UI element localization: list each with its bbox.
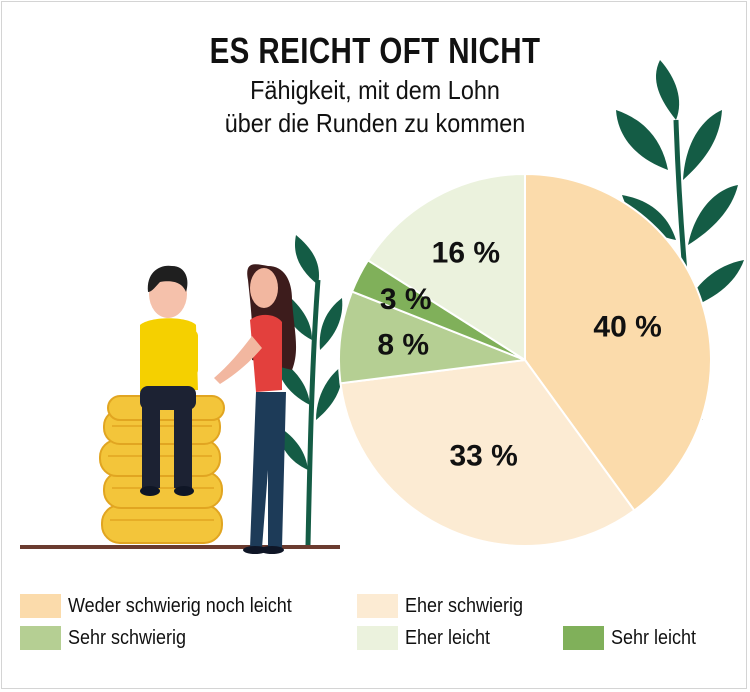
pie-slice xyxy=(338,290,526,385)
slice-label: 16 % xyxy=(432,236,500,269)
ground-line xyxy=(20,545,340,549)
pie-slice xyxy=(366,172,526,362)
pie-slice xyxy=(524,172,712,512)
slice-label: 8 % xyxy=(377,329,429,362)
plant-icon xyxy=(616,60,744,421)
subtitle-line-1: Fähigkeit, mit dem Lohn xyxy=(250,75,500,105)
woman-figure-icon xyxy=(214,264,297,554)
subtitle-line-2: über die Runden zu kommen xyxy=(224,108,526,138)
slice-label: 40 % xyxy=(593,311,661,344)
slice-label: 33 % xyxy=(449,440,517,473)
man-figure-icon xyxy=(140,265,198,496)
slice-label: 3 % xyxy=(380,283,432,316)
chart-title: ES REICHT OFT NICHT xyxy=(209,30,541,71)
chart-subtitle: Fähigkeit, mit dem Lohn über die Runden … xyxy=(38,74,713,140)
pie-slice xyxy=(339,358,636,547)
plant-icon xyxy=(276,235,343,546)
